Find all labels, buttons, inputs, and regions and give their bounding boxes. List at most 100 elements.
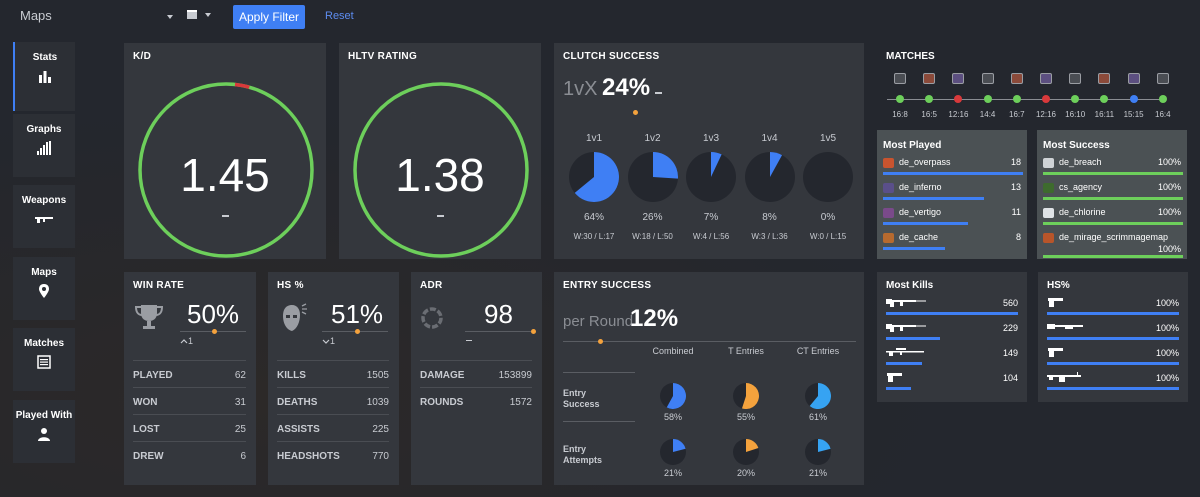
clutch-item: 1v1 64% W:30 / L:17 <box>568 131 620 243</box>
match-item[interactable]: 14:4 <box>976 71 1000 123</box>
sidebar-item-label: Maps <box>31 267 57 278</box>
map-count: 11 <box>1011 207 1021 217</box>
entry-prefix: per Round <box>563 313 634 330</box>
match-result-dot <box>1100 95 1109 103</box>
weapon-row[interactable]: 149 <box>886 346 1018 368</box>
map-success-bar <box>1043 255 1183 258</box>
sidebar-item-label: Stats <box>32 52 58 63</box>
sidebar-item-matches[interactable]: Matches <box>13 328 75 391</box>
entry-pct: 21% <box>663 468 682 478</box>
rifle-icon <box>886 299 926 307</box>
match-result-dot <box>896 95 904 103</box>
kd-card: K/D 1.45 <box>124 43 326 259</box>
weapon-row[interactable]: 104 <box>886 371 1018 393</box>
rank-badge-icon <box>894 73 906 84</box>
map-icon <box>1043 207 1054 218</box>
winrate-title: WIN RATE <box>133 280 185 291</box>
clutch-item: 1v3 7% W:4 / L:56 <box>685 131 737 243</box>
most-played-row[interactable]: de_cache 8 <box>883 232 1023 254</box>
hltv-card: HLTV RATING 1.38 <box>339 43 541 259</box>
reset-link[interactable]: Reset <box>325 10 354 22</box>
most-success-row[interactable]: cs_agency 100% <box>1043 182 1183 204</box>
map-name: de_breach <box>1059 157 1102 167</box>
hs-weapons-title: HS% <box>1047 280 1070 291</box>
map-name: de_inferno <box>899 182 942 192</box>
map-icon <box>883 157 894 168</box>
clutch-item-label: 1v1 <box>585 133 603 144</box>
clutch-marker <box>633 110 638 115</box>
sidebar-item-graphs[interactable]: Graphs <box>13 114 75 177</box>
date-picker[interactable] <box>186 8 212 23</box>
map-success-rate: 100% <box>1157 244 1181 254</box>
weapon-row[interactable]: 560 <box>886 296 1018 318</box>
winrate-trend: 1 <box>180 336 193 346</box>
match-item[interactable]: 16:8 <box>888 71 912 123</box>
match-result-dot <box>954 95 963 103</box>
chevron-down-icon <box>205 13 212 17</box>
clutch-pie <box>803 152 853 202</box>
entry-scale <box>563 341 856 342</box>
matches-panel: MATCHES 16:8 16:5 12:16 14:4 16:7 12:16 16:10 1… <box>877 43 1177 128</box>
apply-filter-button[interactable]: Apply Filter <box>233 5 305 29</box>
entry-column-header: CT Entries <box>796 346 840 356</box>
sidebar-item-maps[interactable]: Maps <box>13 257 75 320</box>
map-name: cs_agency <box>1059 182 1103 192</box>
match-item[interactable]: 16:4 <box>1151 71 1175 123</box>
sidebar-item-stats[interactable]: Stats <box>13 42 75 111</box>
weapon-row[interactable]: 100% <box>1047 346 1179 368</box>
clutch-item-pct: 0% <box>820 212 836 223</box>
stat-row: PLAYED 62 <box>133 360 246 386</box>
sniper-icon <box>886 348 924 356</box>
most-played-row[interactable]: de_vertigo 11 <box>883 207 1023 229</box>
most-success-row[interactable]: de_breach 100% <box>1043 157 1183 179</box>
clutch-item-wl: W:0 / L:15 <box>809 232 847 241</box>
entry-pct: 55% <box>736 412 755 422</box>
entry-pie <box>805 383 831 409</box>
weapon-kills: 149 <box>1002 348 1018 358</box>
map-name: de_overpass <box>899 157 951 167</box>
match-item[interactable]: 16:7 <box>1005 71 1029 123</box>
most-played-row[interactable]: de_overpass 18 <box>883 157 1023 179</box>
sidebar-item-weapons[interactable]: Weapons <box>13 185 75 248</box>
adr-marker <box>531 329 536 334</box>
match-item[interactable]: 16:5 <box>917 71 941 123</box>
clutch-item-label: 1v3 <box>702 133 720 144</box>
maps-select[interactable]: Maps <box>10 4 175 28</box>
weapon-kills-bar <box>886 387 912 390</box>
weapon-row[interactable]: 100% <box>1047 296 1179 318</box>
hltv-title: HLTV RATING <box>348 51 418 62</box>
most-success-row[interactable]: de_chlorine 100% <box>1043 207 1183 229</box>
match-result-dot <box>1012 95 1021 103</box>
stat-value: 225 <box>372 424 389 435</box>
clutch-item-pct: 7% <box>703 212 719 223</box>
stat-row: ROUNDS 1572 <box>420 387 532 413</box>
weapon-row[interactable]: 100% <box>1047 371 1179 393</box>
most-played-row[interactable]: de_inferno 13 <box>883 182 1023 204</box>
stat-row: DEATHS 1039 <box>277 387 389 413</box>
match-item[interactable]: 12:16 <box>1034 71 1058 123</box>
clutch-value: 24% <box>602 74 651 101</box>
sidebar-item-played-with[interactable]: Played With <box>13 400 75 463</box>
match-score: 16:8 <box>892 110 908 119</box>
adr-card: ADR 98 DAMAGE 153899 ROUNDS 1572 <box>411 272 542 485</box>
stat-label: DEATHS <box>277 397 318 408</box>
weapon-row[interactable]: 100% <box>1047 321 1179 343</box>
stat-row: KILLS 1505 <box>277 360 389 386</box>
stat-label: DREW <box>133 451 164 462</box>
map-icon <box>883 232 894 243</box>
stat-row: HEADSHOTS 770 <box>277 441 389 467</box>
match-score: 15:15 <box>1123 110 1144 119</box>
hs-card: HS % 51% 1 KILLS 1505 DEATHS 1039 ASSISTS 225… <box>268 272 399 485</box>
match-item[interactable]: 16:11 <box>1092 71 1116 123</box>
hs-weapons-card: HS% 100% 100% 100% 100% <box>1038 272 1188 402</box>
hs-trend: 1 <box>322 336 335 346</box>
match-item[interactable]: 12:16 <box>946 71 970 123</box>
weapon-row[interactable]: 229 <box>886 321 1018 343</box>
winrate-trend-value: 1 <box>188 336 194 346</box>
match-item[interactable]: 15:15 <box>1122 71 1146 123</box>
most-success-row[interactable]: de_mirage_scrimmagemap 100% <box>1043 232 1183 258</box>
entry-pie <box>733 439 759 465</box>
match-item[interactable]: 16:10 <box>1063 71 1087 123</box>
clutch-title: CLUTCH SUCCESS <box>563 51 660 62</box>
stat-label: LOST <box>133 424 160 435</box>
